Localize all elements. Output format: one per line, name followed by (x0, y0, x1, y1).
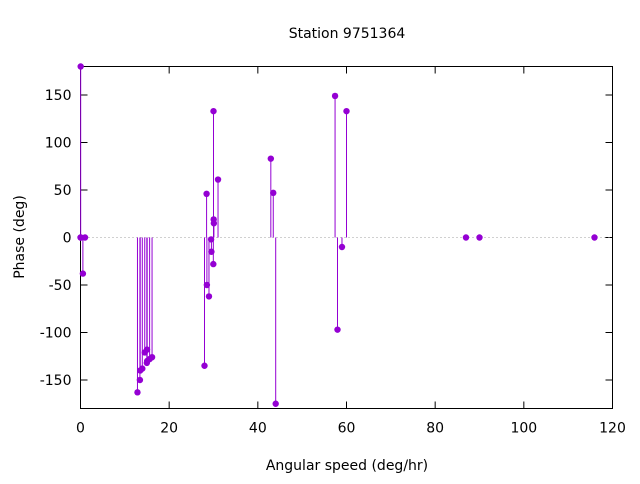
y-tick-label: -100 (40, 326, 72, 342)
data-point (270, 189, 277, 197)
data-point (139, 365, 146, 372)
y-tick-label: 50 (54, 183, 72, 199)
data-point (143, 346, 151, 353)
data-point (134, 389, 141, 396)
data-point (210, 260, 217, 268)
data-point (591, 234, 598, 241)
data-point (334, 326, 341, 333)
y-tick-label: 100 (45, 136, 72, 152)
data-point (201, 362, 208, 369)
y-axis-label: Phase (deg) (12, 195, 28, 279)
data-point (214, 176, 222, 183)
data-point (343, 107, 350, 115)
data-point (462, 234, 470, 241)
x-tick-label: 0 (76, 421, 85, 437)
data-point (207, 236, 215, 243)
data-point (203, 281, 211, 289)
x-tick-label: 20 (160, 421, 178, 437)
data-point (203, 190, 210, 197)
axes: 0 20 40 60 80 100 120 -150 -100 -50 0 50 100 150 (40, 66, 626, 437)
x-tick-label: 80 (426, 421, 444, 437)
data-point (210, 220, 218, 227)
y-tick-label: -150 (40, 373, 72, 389)
y-tick-label: 0 (63, 231, 72, 247)
x-axis-label: Angular speed (deg/hr) (266, 458, 428, 474)
data-point (331, 92, 339, 100)
x-tick-label: 100 (510, 421, 537, 437)
data-point (136, 376, 144, 384)
y-tick-label: 150 (45, 88, 72, 104)
data-point (148, 354, 156, 361)
chart-title: Station 9751364 (289, 26, 406, 42)
x-tick-label: 60 (338, 421, 356, 437)
x-tick-label: 120 (599, 421, 626, 437)
data-point (338, 243, 346, 251)
points (77, 63, 598, 407)
x-tick-label: 40 (249, 421, 267, 437)
data-point (208, 248, 215, 255)
impulses (80, 66, 347, 404)
data-point (77, 63, 84, 70)
data-point (210, 107, 217, 115)
data-point (476, 234, 483, 241)
y-tick-label: -50 (49, 278, 72, 294)
data-point (81, 234, 89, 241)
data-point (267, 155, 275, 162)
data-point (272, 400, 279, 407)
data-point (205, 293, 213, 300)
data-point (79, 270, 87, 277)
